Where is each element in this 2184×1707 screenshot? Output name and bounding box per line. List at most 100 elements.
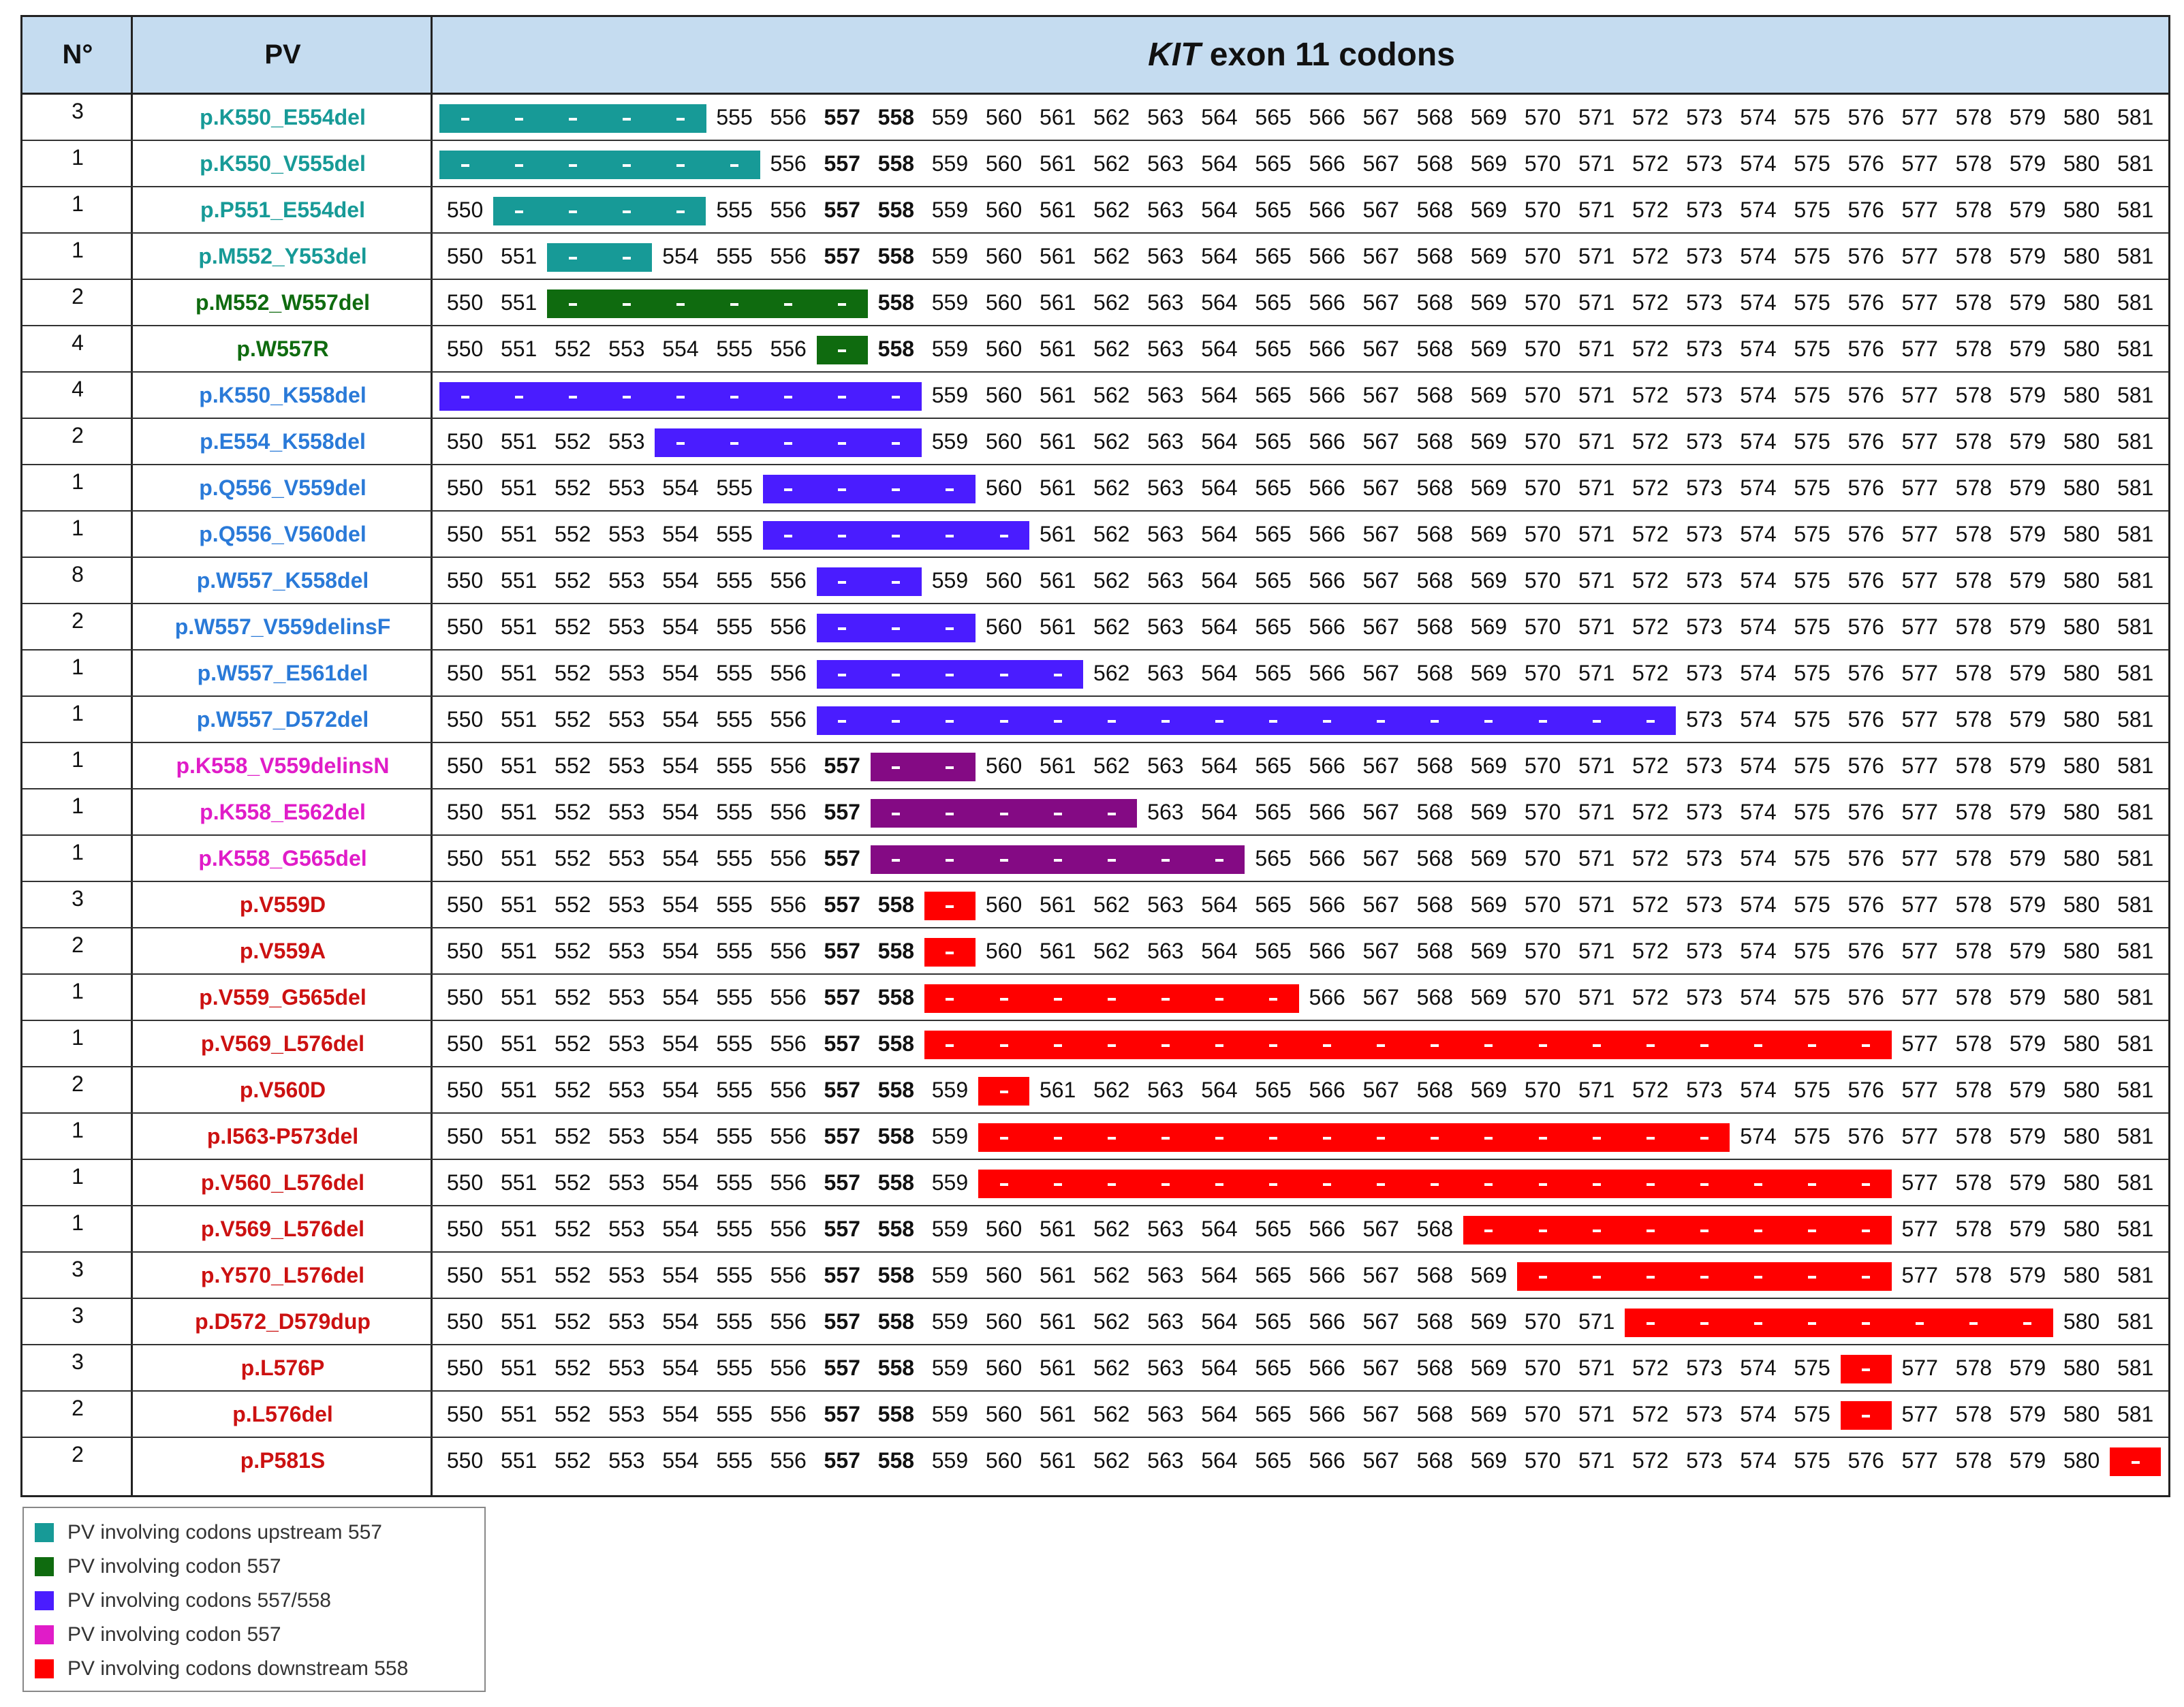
header-exon: exon 11 codons [1200,37,1455,73]
codon-label: 577 [1901,984,1938,1009]
deletion-dash [838,488,847,491]
pv-cell: p.W557_E561del [197,660,369,685]
deletion-dash [676,210,685,213]
codon-label: 569 [1470,336,1508,361]
codon-label: 580 [2063,289,2100,315]
deletion-dash [1753,1276,1762,1279]
codon-label: 573 [1686,1355,1723,1380]
codon-label: 577 [1901,1262,1938,1287]
codon-label: 572 [1632,382,1669,407]
codon-label: 556 [770,892,807,917]
codon-label: 553 [608,660,645,685]
deletion-dash [461,396,469,398]
codon-label: 560 [985,197,1023,222]
codon-label: 566 [1309,1216,1345,1241]
codon-label: 572 [1632,289,1669,315]
codon-label: 550 [446,753,484,778]
codon-label: 556 [770,1216,807,1241]
codon-label: 557 [824,1401,860,1426]
codon-label: 565 [1255,521,1292,546]
codon-label: 551 [500,336,537,361]
codon-label: 569 [1470,938,1508,963]
codon-label: 572 [1632,938,1669,963]
codon-label: 576 [1847,1077,1884,1102]
codon-label: 552 [555,1262,591,1287]
codon-label: 574 [1740,567,1777,593]
codon-label: 577 [1901,753,1938,778]
codon-label: 561 [1039,151,1076,176]
legend-item: PV involving codons 557/558 [35,1587,331,1614]
deletion-dash [838,442,847,445]
codon-label: 566 [1309,984,1345,1009]
deletion-dash [1538,1137,1547,1140]
codon-label: 574 [1740,938,1777,963]
codon-label: 565 [1255,567,1292,593]
codon-label: 557 [824,892,860,917]
codon-label: 571 [1578,1355,1615,1380]
deletion-dash [1700,1322,1709,1325]
codon-label: 574 [1740,428,1777,454]
codon-label: 551 [500,614,537,639]
codon-label: 569 [1470,892,1508,917]
deletion-dash [730,164,739,167]
deletion-dash [1107,998,1116,1001]
codon-label: 578 [1955,892,1993,917]
codon-label: 568 [1416,1216,1454,1241]
codon-label: 561 [1039,289,1076,315]
codon-label: 580 [2063,521,2100,546]
codon-label: 565 [1255,845,1292,871]
codon-label: 568 [1416,151,1454,176]
codon-label: 574 [1740,614,1777,639]
codon-label: 572 [1632,984,1669,1009]
deletion-dash [461,164,469,167]
codon-label: 581 [2117,428,2154,454]
codon-label: 563 [1147,799,1184,824]
codon-label: 571 [1578,1447,1615,1473]
codon-label: 554 [662,938,699,963]
codon-label: 550 [446,289,484,315]
codon-label: 567 [1362,1447,1399,1473]
count-cell: 1 [72,747,84,772]
codon-label: 575 [1794,243,1830,268]
legend-label: PV involving codons downstream 558 [67,1657,409,1680]
deletion-dash [838,535,847,537]
deletion-dash [1538,1044,1547,1047]
codon-label: 554 [662,567,699,593]
codon-label: 550 [446,197,484,222]
deletion-bar [816,660,1084,689]
codon-label: 555 [716,567,753,593]
deletion-dash [622,396,631,398]
codon-label: 576 [1847,521,1884,546]
deletion-dash [838,720,847,723]
codon-label: 552 [555,1309,591,1334]
codon-label: 571 [1578,1401,1615,1426]
codon-label: 565 [1255,1447,1292,1473]
deletion-dash [568,303,577,306]
codon-label: 580 [2063,428,2100,454]
codon-label: 565 [1255,475,1292,500]
table-row: 1 p.V560_L576del 550 551 552 553 554 555 556 557 5… [22,1160,2168,1206]
codon-label: 577 [1901,1170,1938,1195]
codon-label: 573 [1686,197,1723,222]
deletion-bar [1840,1401,1892,1430]
codon-label: 555 [716,614,753,639]
codon-label: 560 [985,104,1023,129]
codon-label: 552 [555,1077,591,1102]
deletion-dash [1484,720,1493,723]
codon-label: 561 [1039,567,1076,593]
codon-label: 577 [1901,521,1938,546]
deletion-dash [730,442,739,445]
codon-label: 572 [1632,1355,1669,1380]
codon-label: 578 [1955,1170,1993,1195]
codon-label: 581 [2117,197,2154,222]
codon-label: 575 [1794,336,1830,361]
codon-label: 577 [1901,382,1938,407]
codon-label: 562 [1093,614,1130,639]
codon-label: 566 [1309,892,1345,917]
codon-label: 578 [1955,428,1993,454]
codon-label: 578 [1955,1401,1993,1426]
codon-label: 550 [446,660,484,685]
deletion-dash [946,674,954,676]
count-cell: 1 [72,238,84,262]
codon-label: 569 [1470,428,1508,454]
